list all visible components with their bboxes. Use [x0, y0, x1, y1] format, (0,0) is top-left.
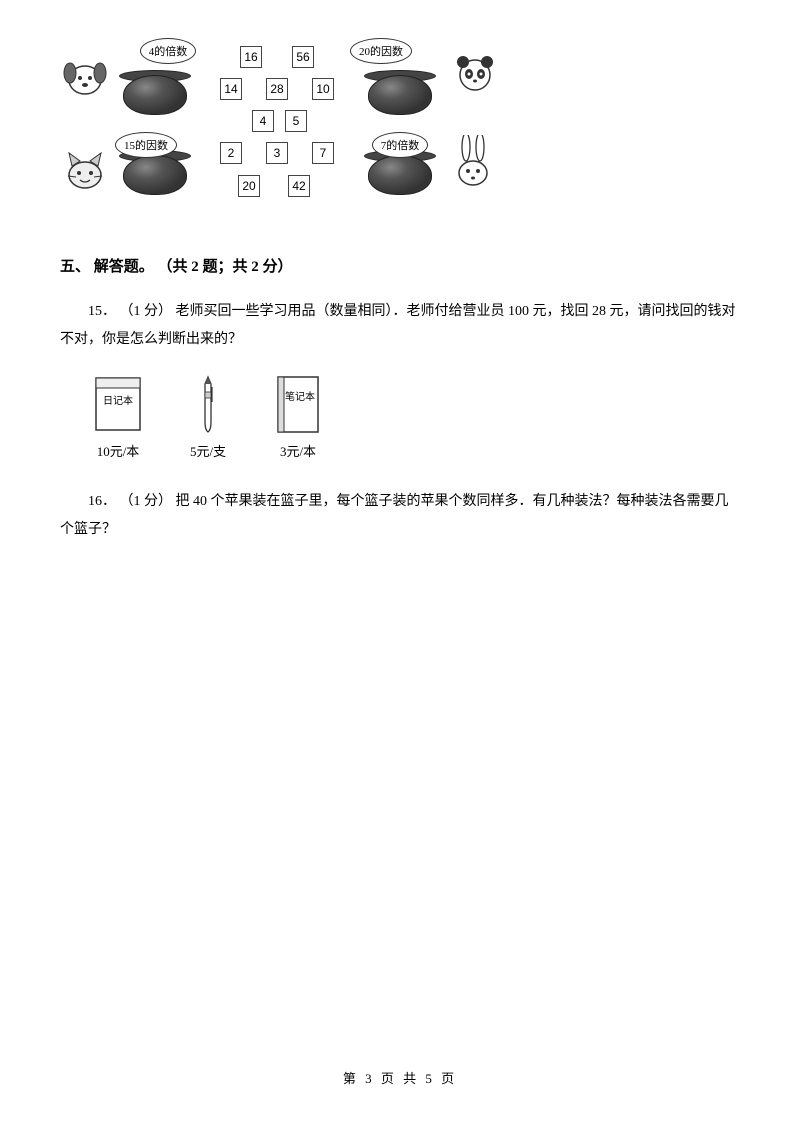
number-box-3: 3	[266, 142, 288, 164]
q15-number: 15． （1 分）	[88, 304, 172, 319]
number-box-5: 5	[285, 110, 307, 132]
pot-1	[360, 60, 440, 115]
page-footer: 第 3 页 共 5 页	[0, 1068, 800, 1087]
question-16: 16． （1 分） 把 40 个苹果装在篮子里，每个篮子装的苹果个数同样多．有几…	[60, 488, 740, 544]
q16-number: 16． （1 分）	[88, 494, 172, 509]
number-box-42: 42	[288, 175, 310, 197]
item-0: 日记本 10元/本	[88, 372, 148, 460]
bubble-3: 7的倍数	[372, 132, 428, 158]
number-box-56: 56	[292, 46, 314, 68]
item-price-1: 5元/支	[190, 441, 226, 460]
item-price-2: 3元/本	[280, 441, 316, 460]
number-box-2: 2	[220, 142, 242, 164]
bubble-0: 4的倍数	[140, 38, 196, 64]
item-price-0: 10元/本	[97, 441, 140, 460]
bubble-1: 20的因数	[350, 38, 412, 64]
item-image-pen	[178, 372, 238, 437]
number-box-10: 10	[312, 78, 334, 100]
number-box-4: 4	[252, 110, 274, 132]
number-box-28: 28	[266, 78, 288, 100]
item-image-notebook2: 笔记本	[268, 372, 328, 437]
pot-0	[115, 60, 195, 115]
bubble-2: 15的因数	[115, 132, 177, 158]
animal-panda	[450, 50, 500, 95]
svg-text:笔记本: 笔记本	[285, 390, 315, 403]
animal-cat	[60, 148, 110, 193]
animal-rabbit	[448, 135, 498, 190]
number-box-7: 7	[312, 142, 334, 164]
section-5-title: 五、 解答题。 （共 2 题；共 2 分）	[60, 255, 740, 276]
q15-items: 日记本 10元/本 5元/支 笔记本 3元/本	[88, 372, 740, 460]
item-2: 笔记本 3元/本	[268, 372, 328, 460]
item-image-notebook1: 日记本	[88, 372, 148, 437]
item-1: 5元/支	[178, 372, 238, 460]
question-15: 15． （1 分） 老师买回一些学习用品（数量相同）．老师付给营业员 100 元…	[60, 298, 740, 354]
number-box-14: 14	[220, 78, 242, 100]
factors-multiples-diagram: 4的倍数 20的因数 15的因数 7的倍数 16 56 14 28 10 45 2 3 7 20 42	[60, 40, 500, 220]
animal-dog	[60, 55, 110, 100]
number-box-16: 16	[240, 46, 262, 68]
number-box-20: 20	[238, 175, 260, 197]
svg-text:日记本: 日记本	[103, 394, 133, 407]
